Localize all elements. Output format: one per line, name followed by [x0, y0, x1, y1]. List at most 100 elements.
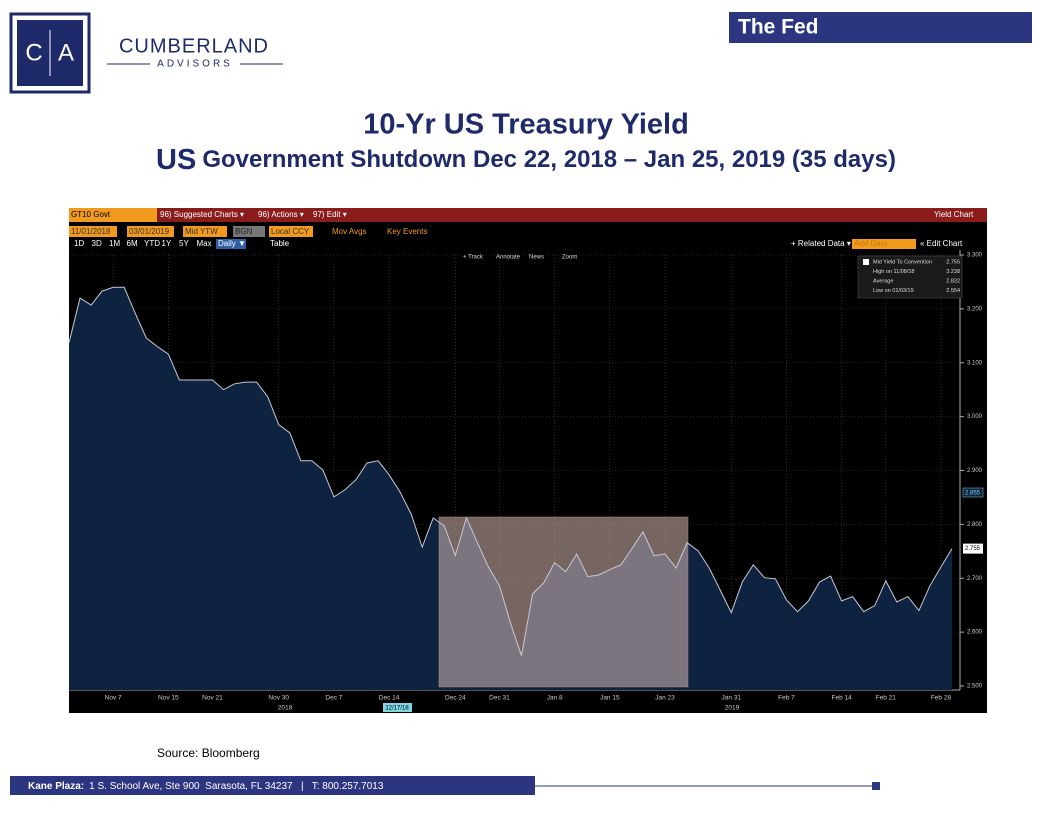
tag-box — [962, 487, 984, 498]
footer-label: Kane Plaza: — [28, 781, 84, 792]
y-tick-label: 3.300 — [967, 253, 983, 259]
x-tick-label: Dec 31 — [489, 695, 510, 702]
plot-tool: Zoom — [562, 255, 577, 261]
table-button[interactable]: Table — [270, 239, 290, 248]
x-tick-label: Feb 14 — [832, 695, 853, 702]
footer-address: 1 S. School Ave, Ste 900 Sarasota, FL 34… — [89, 781, 384, 792]
x-tick-label: Nov 7 — [105, 695, 122, 702]
period-button[interactable]: 3D — [92, 239, 102, 248]
x-tick-label: Jan 23 — [655, 695, 675, 702]
x-tick-label: Dec 24 — [445, 695, 466, 702]
legend-value: 2.554 — [946, 288, 960, 294]
end-date[interactable]: 03/01/2019 — [129, 227, 170, 236]
menu[interactable]: 96) Suggested Charts ▾ — [160, 210, 244, 219]
period-button[interactable]: YTD — [144, 239, 160, 248]
plot-tool: Annotate — [496, 255, 521, 261]
add-data[interactable]: Add Data — [854, 239, 888, 248]
x-tick-label: Dec 14 — [379, 695, 400, 702]
x-tick-label: Jan 15 — [600, 695, 620, 702]
x-tick-label: Feb 21 — [876, 695, 897, 702]
y-tick-label: 2.800 — [967, 522, 983, 528]
input — [69, 226, 117, 237]
cursor-date: 12/17/18 — [385, 706, 409, 712]
input — [852, 239, 916, 249]
company: CUMBERLAND — [119, 35, 269, 57]
input — [183, 226, 227, 237]
x-tick-label: Feb 7 — [778, 695, 795, 702]
input — [269, 226, 313, 237]
plot: 1D 3D 1M 6M YTD 1Y 5Y Max + Track Annotate News Zoo… — [68, 239, 984, 712]
tag: 2.755 — [965, 546, 981, 552]
legend-value: 2.755 — [946, 259, 960, 265]
badge-text: The Fed — [738, 16, 819, 39]
legend-label: Average — [873, 278, 893, 284]
footer-bar — [10, 776, 535, 795]
chart-title: 10-Yr US Treasury Yield — [363, 109, 689, 141]
toolbar-row — [69, 208, 987, 222]
x-tick-label: Jan 8 — [547, 695, 563, 702]
legend-value: 2.832 — [946, 278, 960, 284]
legend-swatch — [863, 259, 869, 265]
y-tick-label: 2.600 — [967, 630, 983, 636]
y-tick-label: 2.700 — [967, 576, 983, 582]
frequency-box — [216, 239, 246, 249]
start-date[interactable]: 11/01/2018 — [71, 227, 111, 236]
security-box — [69, 208, 157, 222]
period-button[interactable]: 5Y — [179, 239, 189, 248]
cursor-date-box — [383, 703, 412, 712]
company-sub: ADVISORS — [157, 59, 233, 70]
pricing-source[interactable]: BGN — [235, 227, 253, 236]
x-year-label: 2019 — [725, 705, 740, 712]
subtitle-prefix: US — [156, 144, 196, 176]
footer-square — [872, 782, 880, 790]
area — [69, 287, 952, 690]
x-tick-label: Jan 31 — [721, 695, 741, 702]
shutdown-highlight — [438, 516, 689, 688]
line — [68, 286, 953, 656]
x-tick-label: Nov 30 — [268, 695, 289, 702]
view-name[interactable]: Yield Chart — [934, 210, 974, 219]
x-tick-label: Nov 15 — [158, 695, 179, 702]
period-button[interactable]: 6M — [127, 239, 138, 248]
plot-tool: News — [529, 255, 544, 261]
input — [127, 226, 174, 237]
period-button[interactable]: 1D — [74, 239, 84, 248]
source: Source: Bloomberg — [157, 746, 260, 760]
y-tick-label: 2.500 — [967, 684, 983, 690]
legend-label: Mid Yield To Convention — [873, 259, 932, 265]
plot-tool: + Track — [463, 255, 484, 261]
option[interactable]: Key Events — [387, 227, 427, 236]
x-tick-label: Nov 21 — [202, 695, 223, 702]
tag: 2.855 — [965, 491, 981, 497]
y-tick-label: 2.900 — [967, 468, 983, 474]
legend-label: Low on 01/03/19 — [873, 288, 914, 294]
related-data[interactable]: + Related Data ▾ — [791, 239, 851, 248]
badge — [729, 12, 1032, 43]
period-button[interactable]: 1M — [109, 239, 120, 248]
period-button[interactable]: Max — [197, 239, 212, 248]
tag-box — [963, 543, 983, 554]
input — [233, 226, 265, 237]
y-tick-label: 3.000 — [967, 414, 983, 420]
y-tick-label: 3.200 — [967, 306, 983, 312]
currency[interactable]: Local CCY — [271, 227, 310, 236]
legend-value: 3.238 — [946, 269, 960, 275]
x-tick-label: Dec 7 — [325, 695, 342, 702]
logo-letter: C — [25, 39, 42, 66]
option[interactable]: Mov Avgs — [332, 227, 367, 236]
footer-text: Kane Plaza: 1 S. School Ave, Ste 900 Sara… — [28, 781, 384, 792]
y-tick-label: 3.100 — [967, 360, 983, 366]
frequency[interactable]: Daily ▼ — [218, 239, 246, 248]
menu[interactable]: 96) Actions ▾ — [258, 210, 304, 219]
x-tick-label: Feb 28 — [931, 695, 952, 702]
logo-letter: A — [58, 39, 74, 66]
legend — [857, 255, 963, 299]
period-button[interactable]: 1Y — [162, 239, 172, 248]
x-year-label: 2018 — [278, 705, 293, 712]
legend-label: High on 11/08/18 — [873, 269, 915, 275]
security[interactable]: GT10 Govt — [71, 210, 111, 219]
chart-subtitle: US Government Shutdown Dec 22, 2018 – Jan… — [156, 144, 896, 176]
menu[interactable]: 97) Edit ▾ — [313, 210, 347, 219]
edit-chart[interactable]: « Edit Chart — [920, 239, 963, 248]
field[interactable]: Mid YTW — [185, 227, 218, 236]
